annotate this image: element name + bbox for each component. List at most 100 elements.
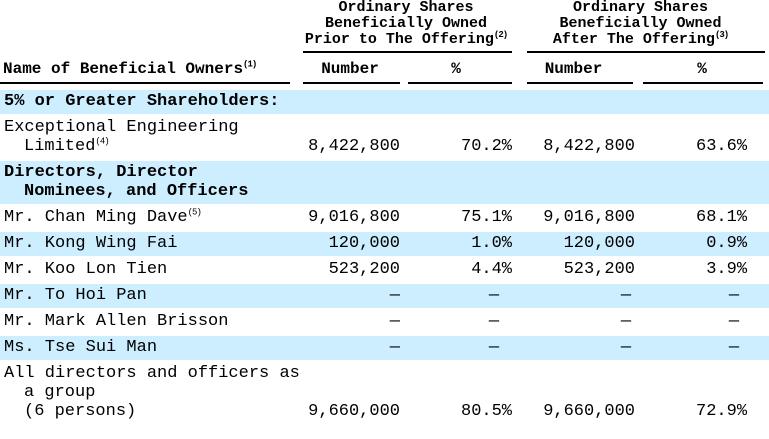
owner-name-line: Ms. Tse Sui Man — [4, 338, 300, 357]
table-row: Exceptional Engineering Limited(4) 8,422,8… — [0, 116, 769, 159]
owner-name-line: (6 persons) — [4, 402, 300, 421]
value-cell — [635, 88, 769, 116]
group-header-line: Beneficially Owned — [559, 15, 722, 32]
group-header-line: Beneficially Owned — [324, 15, 488, 32]
owner-name-cell: Directors, Director Nominees, and Officer… — [0, 159, 300, 206]
owner-name-text: Mr. To Hoi Pan — [4, 286, 147, 305]
header-rule — [303, 51, 513, 53]
owner-name-line: All directors and officers as — [4, 364, 300, 383]
group-header-row: Ordinary Shares Beneficially Owned Prior… — [0, 0, 769, 53]
owner-name-cell: Exceptional Engineering Limited(4) — [0, 116, 300, 159]
value-cell: — — [488, 312, 500, 331]
value-cell: — — [400, 334, 513, 362]
value-cell: 523,200 — [563, 260, 636, 279]
value-cell: — — [512, 334, 636, 362]
footnote-marker: (2) — [493, 30, 508, 40]
value-cell: 9,660,000 — [308, 402, 400, 421]
group-header-line: Ordinary Shares — [573, 0, 709, 16]
owner-name-cell: Ms. Tse Sui Man — [0, 334, 300, 362]
footnote-marker: (1) — [243, 59, 257, 70]
owner-name-cell: Mr. Mark Allen Brisson — [0, 310, 300, 334]
owner-name-cell: 5% or Greater Shareholders: — [0, 88, 300, 116]
value-cell: 72.9% — [696, 402, 748, 421]
column-header-label: Number — [321, 60, 379, 78]
section-row: 5% or Greater Shareholders: — [0, 88, 769, 116]
table-row: Mr. Chan Ming Dave(5) 9,016,800 75.1% 9,016… — [0, 206, 769, 230]
owner-name-line: Limited(4) — [4, 137, 300, 156]
section-row: Directors, Director Nominees, and Officer… — [0, 159, 769, 206]
owner-name-text: Exceptional Engineering — [4, 118, 239, 137]
owner-name-text: Mr. Mark Allen Brisson — [4, 312, 229, 331]
value-cell — [300, 88, 400, 116]
table-row: All directors and officers as a group (6 p… — [0, 362, 769, 424]
value-cell: 4.4% — [471, 260, 513, 279]
value-cell — [512, 159, 636, 206]
footnote-marker: (3) — [714, 30, 729, 40]
value-cell — [300, 159, 400, 206]
group-header-line-text: Prior to The Offering — [304, 31, 494, 48]
header-rule — [408, 82, 513, 84]
value-cell: 70.2% — [461, 137, 513, 156]
value-cell: — — [728, 312, 740, 331]
group-header-after-text: Ordinary Shares Beneficially Owned After… — [512, 0, 769, 48]
owner-name-line: a group — [4, 383, 300, 402]
owner-name-text: (6 persons) — [24, 402, 137, 421]
value-cell: 0.9% — [635, 230, 769, 258]
value-cell: 120,000 — [300, 230, 400, 258]
owner-name-line: Nominees, and Officers — [4, 182, 300, 201]
value-cell: 3.9% — [706, 260, 748, 279]
header-rule — [643, 82, 764, 84]
owner-name-cell: Mr. Koo Lon Tien — [0, 258, 300, 282]
value-cell: 8,422,800 — [543, 137, 636, 156]
owner-name-cell: Mr. Kong Wing Fai — [0, 230, 300, 258]
group-header-line-text: After The Offering — [552, 31, 715, 48]
owner-name-line: Mr. Mark Allen Brisson — [4, 312, 300, 331]
value-cell: 80.5% — [461, 402, 513, 421]
group-header-empty — [0, 0, 300, 53]
value-cell: 63.6% — [696, 137, 748, 156]
value-cell: — — [635, 334, 769, 362]
value-cell: — — [512, 282, 636, 310]
owner-name-line: Mr. To Hoi Pan — [4, 286, 300, 305]
column-header-percent-after: % — [635, 53, 769, 84]
table-row: Mr. Koo Lon Tien 523,200 4.4% 523,200 3.9% — [0, 258, 769, 282]
header-rule — [527, 82, 634, 84]
table-body: 5% or Greater Shareholders: Exceptional E… — [0, 84, 769, 424]
value-cell: — — [300, 282, 400, 310]
value-cell: 68.1% — [696, 208, 748, 227]
value-cell: 1.0% — [400, 230, 513, 258]
value-cell — [635, 159, 769, 206]
beneficial-ownership-table: Ordinary Shares Beneficially Owned Prior… — [0, 0, 769, 424]
column-header-percent-prior: % — [400, 53, 513, 84]
group-header-after-offering: Ordinary Shares Beneficially Owned After… — [512, 0, 769, 53]
owner-name-text: Directors, Director — [4, 163, 198, 182]
header-rule — [303, 82, 400, 84]
value-cell: — — [389, 312, 400, 331]
table-row: Ms. Tse Sui Man — — — — — [0, 334, 769, 362]
column-header-label: % — [697, 60, 707, 78]
value-cell: — — [620, 312, 632, 331]
value-cell: 120,000 — [512, 230, 636, 258]
column-header-label: Name of Beneficial Owners — [3, 60, 244, 78]
group-header-prior-offering: Ordinary Shares Beneficially Owned Prior… — [300, 0, 513, 53]
group-header-line: Ordinary Shares — [338, 0, 474, 16]
value-cell: — — [400, 282, 513, 310]
table-row: Mr. Mark Allen Brisson — — — — — [0, 310, 769, 334]
owner-name-text: All directors and officers as — [4, 364, 300, 383]
value-cell: 9,016,800 — [543, 208, 636, 227]
table-row: Mr. Kong Wing Fai 120,000 1.0% 120,000 0.9% — [0, 230, 769, 258]
owner-name-text: Mr. Kong Wing Fai — [4, 234, 178, 253]
value-cell — [512, 88, 636, 116]
owner-name-line: Mr. Kong Wing Fai — [4, 234, 300, 253]
column-header-label: % — [451, 60, 461, 78]
value-cell: — — [300, 334, 400, 362]
owner-name-text: 5% or Greater Shareholders: — [4, 92, 280, 111]
owner-name-line: Exceptional Engineering — [4, 118, 300, 137]
owner-name-text: Limited — [24, 137, 96, 156]
owner-name-text: Ms. Tse Sui Man — [4, 338, 158, 357]
owner-name-cell: All directors and officers as a group (6 p… — [0, 362, 300, 424]
value-cell: 9,660,000 — [543, 402, 636, 421]
owner-name-cell: Mr. To Hoi Pan — [0, 282, 300, 310]
column-header-name: Name of Beneficial Owners(1) — [0, 53, 300, 84]
column-header-label: Number — [544, 60, 603, 78]
